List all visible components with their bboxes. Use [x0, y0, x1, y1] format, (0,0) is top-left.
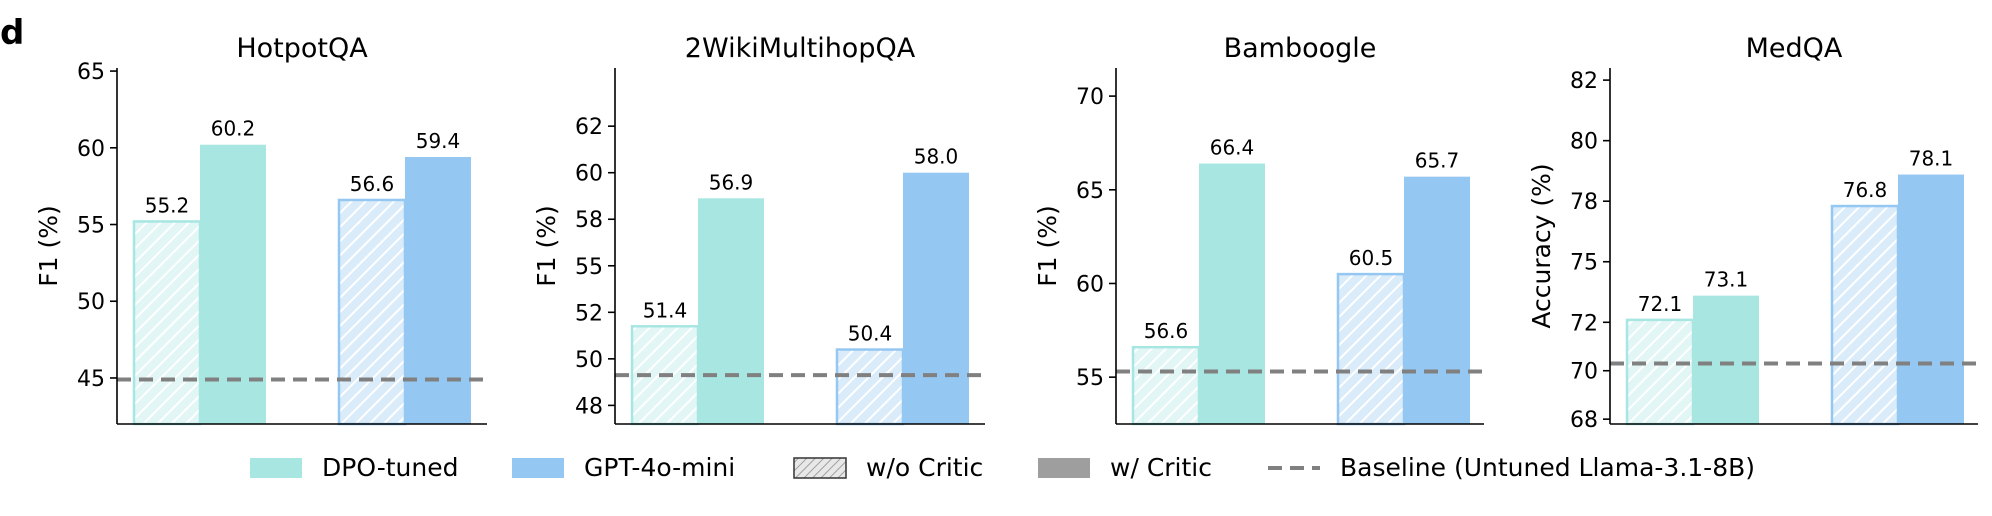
- y-tick-label: 65: [1076, 179, 1104, 204]
- panel-title: MedQA: [1746, 33, 1843, 64]
- y-axis-label: F1 (%): [532, 205, 561, 287]
- data-label: 76.8: [1843, 178, 1888, 202]
- data-label: 58.0: [914, 145, 959, 169]
- y-tick-label: 70: [1570, 360, 1598, 385]
- y-tick-label: 60: [77, 137, 105, 162]
- legend-swatch-w-critic: [1038, 458, 1090, 478]
- y-tick-label: 50: [77, 290, 105, 315]
- bar-gpt-wo-critic: [1336, 272, 1406, 426]
- bar-dpo-w-critic: [200, 144, 266, 425]
- y-tick-label: 52: [575, 301, 603, 326]
- bar-dpo-w-critic: [1693, 295, 1759, 424]
- legend-label-gpt-4o-mini: GPT-4o-mini: [584, 453, 735, 482]
- y-tick-label: 55: [575, 255, 603, 280]
- y-tick-label: 80: [1570, 130, 1598, 155]
- y-tick-label: 58: [575, 208, 603, 233]
- legend-swatch-gpt-4o-mini: [512, 458, 564, 478]
- panel-title: 2WikiMultihopQA: [685, 33, 916, 64]
- y-tick-label: 45: [77, 367, 105, 392]
- y-tick-label: 75: [1570, 251, 1598, 276]
- legend: DPO-tuned GPT-4o-mini w/o Critic w/ Crit…: [250, 453, 1755, 482]
- data-label: 66.4: [1210, 136, 1255, 160]
- chart-panels: HotpotQA F1 (%) 55.2 60.2 56.6 59.4 45 50 55 60 65…: [34, 33, 1978, 433]
- y-tick-label: 65: [77, 60, 105, 85]
- panel-letter: d: [0, 13, 24, 53]
- bar-dpo-wo-critic: [132, 220, 202, 426]
- legend-swatch-dpo-tuned: [250, 458, 302, 478]
- bar-gpt-w-critic: [1404, 176, 1470, 424]
- y-axis-label: F1 (%): [1033, 205, 1062, 287]
- data-label: 73.1: [1704, 268, 1749, 292]
- bar-gpt-w-critic: [405, 157, 471, 424]
- data-label: 78.1: [1909, 147, 1954, 171]
- bar-dpo-w-critic: [1199, 163, 1265, 424]
- data-label: 56.6: [350, 172, 395, 196]
- bar-dpo-wo-critic: [1625, 318, 1695, 426]
- y-axis-label: F1 (%): [34, 205, 63, 287]
- data-label: 65.7: [1415, 149, 1460, 173]
- data-label: 72.1: [1638, 292, 1683, 316]
- y-tick-label: 55: [1076, 366, 1104, 391]
- y-tick-label: 50: [575, 348, 603, 373]
- panel-title: Bamboogle: [1224, 33, 1377, 64]
- bar-gpt-wo-critic: [1830, 204, 1900, 426]
- panel-2wikimultihopqa: 2WikiMultihopQA F1 (%) 51.4 56.9 50.4 58.0 48 5…: [532, 33, 985, 426]
- y-tick-label: 62: [575, 115, 603, 140]
- y-tick-label: 60: [575, 162, 603, 187]
- bar-gpt-wo-critic: [835, 348, 905, 426]
- legend-label-wo-critic: w/o Critic: [866, 453, 983, 482]
- data-label: 59.4: [416, 129, 461, 153]
- data-label: 50.4: [848, 322, 893, 346]
- panel-title: HotpotQA: [236, 33, 368, 64]
- data-label: 60.2: [211, 117, 256, 141]
- data-label: 60.5: [1349, 246, 1394, 270]
- data-label: 51.4: [643, 298, 688, 322]
- bar-dpo-w-critic: [698, 198, 764, 424]
- legend-label-dpo-tuned: DPO-tuned: [322, 453, 458, 482]
- y-tick-label: 68: [1570, 408, 1598, 433]
- data-label: 56.9: [709, 170, 754, 194]
- data-label: 56.6: [1144, 319, 1189, 343]
- legend-label-w-critic: w/ Critic: [1110, 453, 1212, 482]
- panel-hotpotqa: HotpotQA F1 (%) 55.2 60.2 56.6 59.4 45 50 55 60 65: [34, 33, 487, 426]
- bar-gpt-w-critic: [903, 172, 969, 424]
- y-tick-label: 82: [1570, 69, 1598, 94]
- y-tick-label: 78: [1570, 190, 1598, 215]
- panel-bamboogle: Bamboogle F1 (%) 56.6 66.4 60.5 65.7 55 60 65 70: [1033, 33, 1484, 426]
- y-tick-label: 48: [575, 394, 603, 419]
- y-tick-label: 72: [1570, 311, 1598, 336]
- bar-gpt-w-critic: [1898, 174, 1964, 424]
- legend-swatch-wo-critic: [793, 457, 847, 479]
- bar-gpt-wo-critic: [337, 198, 407, 426]
- y-tick-label: 60: [1076, 272, 1104, 297]
- legend-label-baseline: Baseline (Untuned Llama-3.1-8B): [1340, 453, 1755, 482]
- y-axis-label: Accuracy (%): [1527, 163, 1556, 328]
- data-label: 55.2: [145, 193, 190, 217]
- y-tick-label: 70: [1076, 85, 1104, 110]
- y-tick-label: 55: [77, 214, 105, 239]
- panel-medqa: MedQA Accuracy (%) 72.1 73.1 76.8 78.1 68 70 72 7…: [1527, 33, 1978, 433]
- bar-dpo-wo-critic: [1131, 345, 1201, 426]
